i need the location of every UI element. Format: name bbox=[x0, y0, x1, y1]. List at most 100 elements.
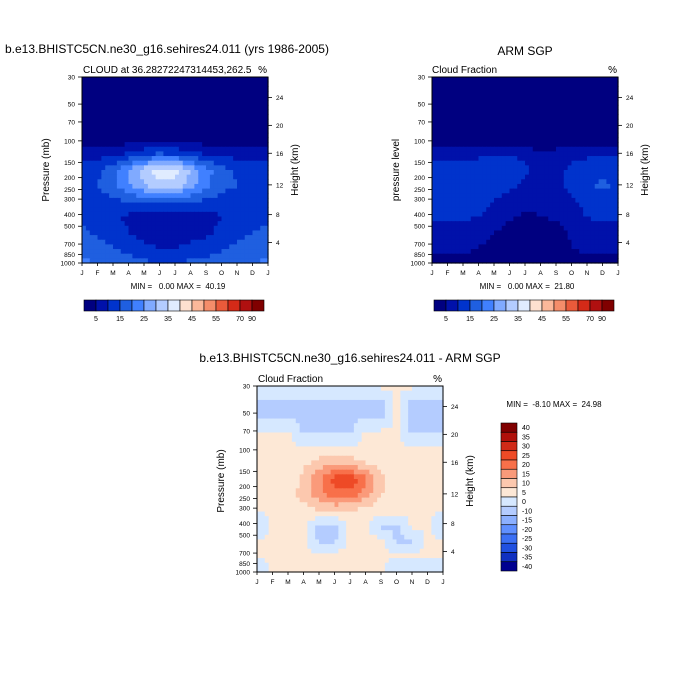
contour-cell bbox=[116, 211, 122, 218]
contour-cell bbox=[517, 221, 522, 227]
contour-cell bbox=[182, 183, 188, 190]
contour-cell bbox=[384, 409, 390, 415]
contour-cell bbox=[248, 174, 254, 180]
contour-cell bbox=[240, 188, 246, 194]
contour-cell bbox=[178, 183, 184, 190]
contour-cell bbox=[513, 244, 518, 250]
contour-cell bbox=[120, 174, 126, 180]
contour-cell bbox=[167, 197, 172, 204]
contour-cell bbox=[225, 202, 230, 208]
contour-cell bbox=[439, 81, 445, 87]
contour-cell bbox=[435, 399, 440, 406]
contour-cell bbox=[552, 253, 557, 259]
contour-cell bbox=[93, 118, 99, 125]
contour-cell bbox=[563, 100, 569, 106]
contour-cell bbox=[128, 128, 133, 134]
contour-cell bbox=[571, 179, 576, 185]
contour-cell bbox=[240, 114, 246, 120]
contour-cell bbox=[513, 165, 518, 171]
contour-cell bbox=[116, 207, 122, 213]
contour-cell bbox=[128, 160, 133, 166]
contour-cell bbox=[206, 221, 211, 227]
contour-cell bbox=[556, 239, 561, 245]
contour-cell bbox=[194, 156, 199, 162]
contour-cell bbox=[556, 77, 561, 83]
contour-cell bbox=[602, 100, 607, 106]
contour-cell bbox=[124, 156, 130, 162]
contour-cell bbox=[85, 160, 91, 166]
contour-cell bbox=[225, 170, 230, 176]
contour-cell bbox=[105, 235, 110, 241]
contour-cell bbox=[606, 230, 611, 236]
contour-cell bbox=[361, 460, 367, 466]
contour-cell bbox=[163, 156, 168, 162]
contour-cell bbox=[435, 100, 441, 106]
contour-cell bbox=[322, 418, 328, 424]
contour-cell bbox=[276, 437, 281, 443]
contour-cell bbox=[198, 239, 203, 245]
contour-cell bbox=[209, 86, 215, 92]
contour-cell bbox=[415, 451, 421, 457]
contour-cell bbox=[140, 100, 145, 106]
contour-cell bbox=[521, 160, 526, 166]
contour-cell bbox=[357, 404, 363, 410]
contour-cell bbox=[353, 432, 359, 438]
contour-cell bbox=[248, 100, 254, 106]
contour-cell bbox=[147, 239, 153, 245]
contour-cell bbox=[186, 128, 192, 134]
contour-cell bbox=[229, 183, 234, 190]
contour-cell bbox=[412, 404, 417, 410]
contour-cell bbox=[206, 170, 211, 176]
contour-cell bbox=[315, 465, 320, 471]
contour-cell bbox=[470, 249, 476, 255]
contour-cell bbox=[338, 423, 343, 429]
contour-cell bbox=[548, 165, 553, 171]
contour-cell bbox=[590, 170, 596, 176]
contour-cell bbox=[315, 395, 320, 401]
contour-cell bbox=[470, 95, 476, 101]
contour-cell bbox=[590, 81, 596, 87]
contour-cell bbox=[439, 399, 444, 406]
contour-cell bbox=[167, 202, 172, 208]
contour-cell bbox=[105, 146, 110, 152]
contour-cell bbox=[590, 146, 596, 152]
contour-cell bbox=[167, 230, 172, 236]
contour-cell bbox=[474, 244, 480, 250]
contour-cell bbox=[319, 427, 324, 434]
contour-cell bbox=[85, 77, 91, 83]
contour-cell bbox=[575, 197, 580, 204]
contour-cell bbox=[186, 109, 192, 115]
contour-cell bbox=[432, 104, 437, 111]
contour-cell bbox=[610, 146, 615, 152]
y-tick-label: 150 bbox=[64, 160, 75, 167]
contour-cell bbox=[307, 427, 312, 434]
contour-cell bbox=[536, 183, 542, 190]
contour-cell bbox=[548, 81, 553, 87]
contour-cell bbox=[190, 253, 195, 259]
contour-cell bbox=[256, 77, 261, 83]
contour-cell bbox=[525, 146, 530, 152]
contour-cell bbox=[357, 395, 363, 401]
contour-cell bbox=[602, 77, 607, 83]
colorbar-swatch bbox=[83, 299, 97, 312]
contour-cell bbox=[415, 441, 421, 448]
contour-cell bbox=[260, 90, 265, 97]
contour-cell bbox=[206, 100, 211, 106]
contour-cell bbox=[190, 114, 195, 120]
contour-cell bbox=[163, 235, 168, 241]
contour-cell bbox=[513, 188, 518, 194]
contour-cell bbox=[501, 81, 507, 87]
contour-cell bbox=[198, 249, 203, 255]
contour-cell bbox=[124, 207, 130, 213]
contour-cell bbox=[147, 170, 153, 176]
contour-cell bbox=[140, 95, 145, 101]
contour-cell bbox=[478, 235, 483, 241]
contour-cell bbox=[136, 188, 141, 194]
contour-cell bbox=[501, 193, 507, 199]
contour-cell bbox=[525, 114, 530, 120]
contour-cell bbox=[532, 128, 538, 134]
contour-cell bbox=[163, 193, 168, 199]
contour-cell bbox=[571, 174, 576, 180]
contour-cell bbox=[459, 253, 464, 259]
contour-cell bbox=[244, 118, 250, 125]
